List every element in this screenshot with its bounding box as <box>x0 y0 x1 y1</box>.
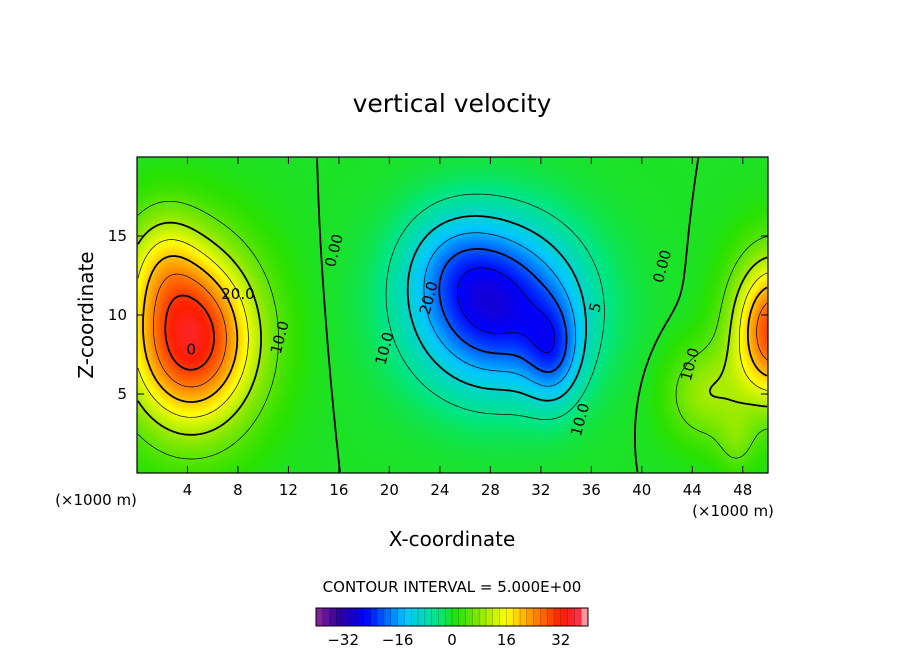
colorbar-cell <box>350 608 358 626</box>
colorbar-cell <box>533 608 541 626</box>
colorbar-tick-label: 0 <box>447 631 457 649</box>
colorbar-cell <box>554 608 562 626</box>
colorbar-cell <box>520 608 528 626</box>
colorbar-cell <box>526 608 534 626</box>
colorbar-cell <box>411 608 419 626</box>
y-unit-label: (×1000 m) <box>692 502 774 520</box>
contour-line-25 <box>153 273 768 388</box>
colorbar-cell <box>390 608 398 626</box>
colorbar-cell <box>560 608 568 626</box>
contour-label: 20.0 <box>221 285 254 303</box>
x-tick-label: 40 <box>632 481 651 499</box>
colorbar-cell <box>343 608 351 626</box>
contour-interval-text: CONTOUR INTERVAL = 5.000E+00 <box>323 578 582 596</box>
x-unit-label: (×1000 m) <box>55 491 137 509</box>
contour-line--5 <box>385 193 605 421</box>
colorbar-tick-label: 32 <box>551 631 570 649</box>
contour-line-5 <box>137 200 768 460</box>
colorbar-cell <box>452 608 460 626</box>
colorbar-cell <box>513 608 521 626</box>
x-axis-label: X-coordinate <box>389 527 516 551</box>
x-tick-label: 16 <box>329 481 348 499</box>
y-tick-label: 15 <box>108 227 127 245</box>
colorbar-cell <box>363 608 371 626</box>
colorbar-cell <box>356 608 364 626</box>
x-tick-label: 36 <box>582 481 601 499</box>
colorbar-tick-label: −16 <box>382 631 414 649</box>
x-axis-ticks: 4 8 12 16 20 24 28 32 36 40 44 48 <box>183 157 752 499</box>
colorbar-cell <box>370 608 378 626</box>
colorbar-tick-label: 16 <box>497 631 516 649</box>
x-tick-label: 4 <box>183 481 193 499</box>
x-tick-label: 32 <box>531 481 550 499</box>
colorbar-cell <box>418 608 426 626</box>
colorbar-cell <box>547 608 555 626</box>
colorbar-cell <box>581 608 589 626</box>
colorbar-cell <box>384 608 392 626</box>
colorbar-cell <box>486 608 494 626</box>
contour-line--20 <box>438 248 568 373</box>
contour-label: 0 <box>186 341 196 359</box>
y-axis-ticks: 5 10 15 <box>108 227 768 403</box>
colorbar-cell <box>574 608 582 626</box>
contour-label: 5 <box>585 300 605 314</box>
x-tick-label: 48 <box>733 481 752 499</box>
colorbar-cell <box>336 608 344 626</box>
x-tick-label: 12 <box>279 481 298 499</box>
contour-line-0 <box>316 157 700 473</box>
y-axis-label: Z-coordinate <box>74 251 98 378</box>
colorbar-frame <box>315 607 589 627</box>
colorbar-tick-label: −32 <box>327 631 359 649</box>
colorbar-cell <box>322 608 330 626</box>
colorbar-cell <box>506 608 514 626</box>
x-tick-label: 8 <box>233 481 243 499</box>
contour-line-10 <box>137 221 768 436</box>
colorbar-cell <box>397 608 405 626</box>
colorbar-cell <box>377 608 385 626</box>
colorbar-cell <box>424 608 432 626</box>
colorbar-cell <box>492 608 500 626</box>
colorbar-cell <box>329 608 337 626</box>
colorbar-cell <box>567 608 575 626</box>
x-tick-label: 44 <box>683 481 702 499</box>
colorbar-ticks: −32 −16 0 16 32 <box>327 631 570 649</box>
contour-line-30 <box>164 294 215 371</box>
colorbar-cell <box>472 608 480 626</box>
contour-line--10 <box>406 215 587 402</box>
colorbar-cell <box>465 608 473 626</box>
contour-line-15 <box>137 239 768 418</box>
y-tick-label: 10 <box>108 306 127 324</box>
x-tick-label: 24 <box>430 481 449 499</box>
colorbar-cell <box>458 608 466 626</box>
contour-line--25 <box>457 267 555 353</box>
y-tick-label: 5 <box>117 385 127 403</box>
x-tick-label: 28 <box>481 481 500 499</box>
contour-line-20 <box>142 255 768 403</box>
chart-title: vertical velocity <box>353 89 552 118</box>
colorbar-cell <box>404 608 412 626</box>
colorbar-cell <box>499 608 507 626</box>
colorbar-cell <box>445 608 453 626</box>
colorbar-cell <box>431 608 439 626</box>
colorbar-cell <box>540 608 548 626</box>
colorbar-cell <box>316 608 324 626</box>
colorbar-cell <box>438 608 446 626</box>
contour-line--15 <box>423 232 576 387</box>
colorbar <box>315 607 589 627</box>
colorbar-cell <box>479 608 487 626</box>
contour-lines <box>137 157 768 473</box>
x-tick-label: 20 <box>380 481 399 499</box>
velocity-field <box>137 157 768 473</box>
